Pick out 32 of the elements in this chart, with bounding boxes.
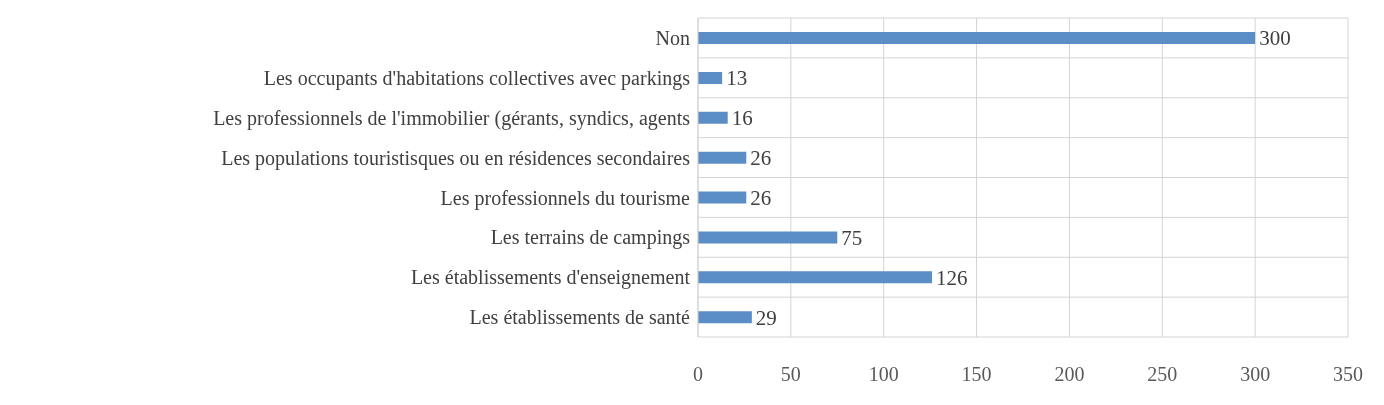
y-tick-label: Les occupants d'habitations collectives avec parkings xyxy=(263,66,691,90)
x-tick-label: 250 xyxy=(1147,363,1178,386)
bar xyxy=(698,311,752,324)
data-label: 29 xyxy=(755,305,777,330)
data-label: 300 xyxy=(1259,26,1291,51)
x-tick-label: 150 xyxy=(961,363,992,386)
data-label: 13 xyxy=(726,66,748,91)
y-tick-label: Les populations touristisques ou en résidences secondaires xyxy=(221,146,691,170)
bar xyxy=(698,191,747,204)
bar xyxy=(698,231,838,244)
y-tick-label: Les établissements de santé xyxy=(469,306,691,329)
bar xyxy=(698,32,1256,44)
x-tick-label: 300 xyxy=(1240,363,1271,386)
bar xyxy=(698,271,932,284)
bar xyxy=(698,151,747,164)
bar xyxy=(698,111,728,124)
x-tick-label: 200 xyxy=(1054,363,1085,386)
bar xyxy=(698,71,723,84)
y-tick-label: Les terrains de campings xyxy=(490,226,691,250)
data-label: 126 xyxy=(936,265,968,290)
x-tick-label: 100 xyxy=(868,363,899,386)
data-label: 26 xyxy=(750,146,772,171)
y-tick-label: Les professionnels de l'immobilier (gérants, syndics, agents xyxy=(213,106,691,130)
y-tick-label: Non xyxy=(655,27,690,50)
data-label: 75 xyxy=(841,225,863,250)
y-tick-label: Les professionnels du tourisme xyxy=(440,186,691,210)
data-label: 16 xyxy=(731,106,753,131)
data-label: 26 xyxy=(750,185,772,210)
x-tick-label: 50 xyxy=(780,363,801,386)
x-tick-label: 350 xyxy=(1333,363,1363,386)
y-tick-label: Les établissements d'enseignement xyxy=(410,266,691,290)
x-tick-label: 0 xyxy=(693,363,703,386)
